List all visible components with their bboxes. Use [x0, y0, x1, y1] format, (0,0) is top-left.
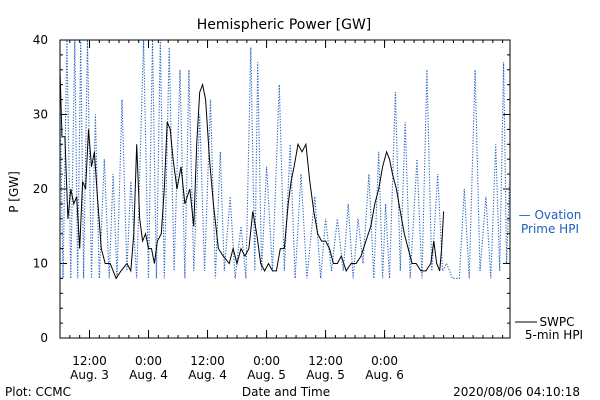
x-tick-label-time: 12:00 [190, 354, 225, 368]
x-tick-label-time: 12:00 [72, 354, 107, 368]
legend-ovation-line1: — Ovation [519, 208, 582, 222]
x-tick-label-time: 0:00 [253, 354, 280, 368]
x-tick-label-date: Aug. 4 [129, 368, 168, 382]
x-tick-label-date: Aug. 3 [70, 368, 109, 382]
y-tick-label: 10 [33, 257, 48, 271]
x-tick-label-time: 12:00 [308, 354, 343, 368]
plot-frame [59, 39, 511, 339]
y-axis-label: P [GW] [7, 171, 21, 213]
y-axis: 0 10 20 30 40 [33, 33, 510, 345]
x-tick-label-date: Aug. 5 [306, 368, 345, 382]
x-tick-label-date: Aug. 6 [365, 368, 404, 382]
footer-timestamp: 2020/08/06 04:10:18 [453, 385, 580, 399]
y-tick-label: 30 [33, 108, 48, 122]
x-tick-label-time: 0:00 [135, 354, 162, 368]
legend-swpc-line1: SWPC [539, 315, 574, 329]
legend-swpc-line2: 5-min HPI [525, 328, 583, 342]
series-swpc-line [60, 69, 445, 280]
series-layer [60, 40, 510, 280]
legend-ovation-line2: Prime HPI [521, 222, 579, 236]
y-tick-label: 0 [40, 331, 48, 345]
x-tick-label-time: 0:00 [371, 354, 398, 368]
chart-title: Hemispheric Power [GW] [197, 17, 372, 33]
x-tick-label-date: Aug. 4 [188, 368, 227, 382]
footer-source: Plot: CCMC [5, 385, 71, 399]
x-tick-label-date: Aug. 5 [247, 368, 286, 382]
y-tick-label: 40 [33, 33, 48, 47]
x-axis-label: Date and Time [242, 385, 330, 399]
y-tick-label: 20 [33, 182, 48, 196]
legend: — Ovation Prime HPI SWPC 5-min HPI [515, 208, 583, 342]
